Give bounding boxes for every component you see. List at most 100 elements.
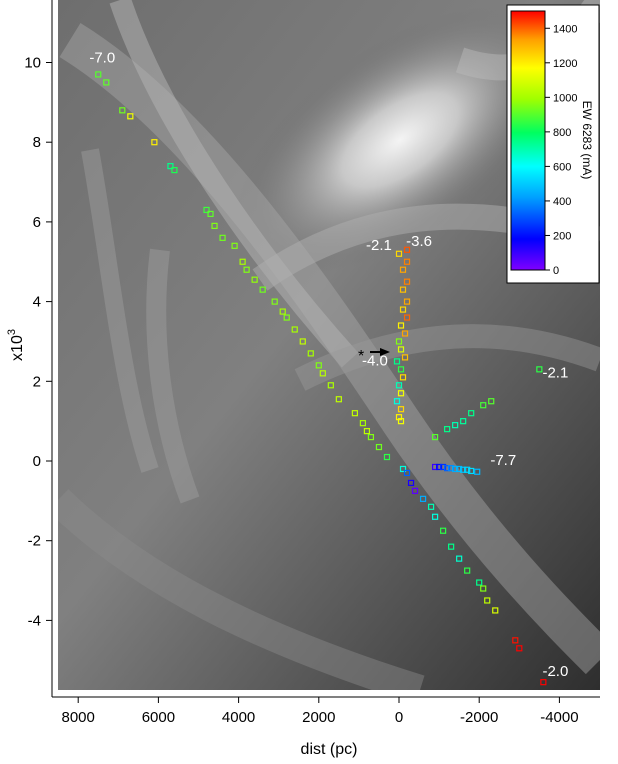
data-point xyxy=(456,555,463,562)
y-tick-label: 4 xyxy=(33,294,41,311)
data-point xyxy=(239,258,246,265)
y-tick-label: 2 xyxy=(33,373,41,390)
data-point xyxy=(464,567,471,574)
data-point xyxy=(207,210,214,218)
colorbar-tick-label: 1200 xyxy=(553,58,577,70)
colorbar-tick-label: 200 xyxy=(553,230,571,242)
colorbar-tick-label: 1400 xyxy=(553,23,577,35)
x-tick-label: -2000 xyxy=(460,709,498,726)
sightline-label: -2.1 xyxy=(542,364,568,381)
data-point xyxy=(95,71,102,78)
data-point xyxy=(395,250,403,257)
data-point xyxy=(299,338,306,345)
data-point xyxy=(444,426,451,433)
y-tick-label: -4 xyxy=(28,612,41,629)
data-point xyxy=(488,398,495,405)
data-point xyxy=(492,607,499,614)
x-tick-label: 4000 xyxy=(222,709,255,726)
data-point xyxy=(291,326,298,333)
data-point xyxy=(399,465,407,473)
sightline-label: -7.0 xyxy=(89,50,115,67)
data-point xyxy=(395,382,403,389)
y-axis-label: x103 xyxy=(6,329,26,361)
data-point xyxy=(359,420,367,427)
data-point xyxy=(127,113,134,120)
data-point xyxy=(231,242,238,249)
data-point xyxy=(427,503,435,510)
data-point xyxy=(363,428,371,435)
y-tick-label: -2 xyxy=(28,533,41,550)
data-point xyxy=(403,469,411,477)
data-point xyxy=(444,465,451,472)
y-tick-label: 10 xyxy=(24,55,41,72)
data-point xyxy=(403,258,411,265)
data-point xyxy=(397,406,405,413)
data-point xyxy=(440,527,447,534)
y-axis-ticks: -4 -2 0 2 4 6 8 10 xyxy=(24,55,52,629)
data-point xyxy=(399,374,407,381)
data-point xyxy=(512,637,519,644)
colorbar-label: EW 6283 (mA) xyxy=(580,101,594,180)
data-point xyxy=(335,396,342,403)
data-point xyxy=(407,479,415,487)
data-point xyxy=(383,453,391,461)
x-tick-label: -4000 xyxy=(540,709,578,726)
data-point xyxy=(375,443,383,451)
data-point xyxy=(452,465,459,473)
data-point xyxy=(401,354,409,361)
data-point xyxy=(279,308,286,315)
data-point xyxy=(399,286,407,293)
y-tick-label: 6 xyxy=(33,214,41,231)
data-point xyxy=(167,163,174,170)
data-point xyxy=(203,206,210,214)
data-point xyxy=(516,645,523,652)
colorbar: 0 200 400 600 800 1000 1200 1400 EW 6283 (mA) xyxy=(506,4,600,284)
data-point xyxy=(448,543,455,550)
colorbar-tick-label: 1000 xyxy=(553,92,577,104)
data-point xyxy=(327,382,334,389)
data-point xyxy=(456,465,463,473)
colorbar-gradient xyxy=(510,10,546,271)
data-point xyxy=(171,166,178,174)
data-point xyxy=(436,463,443,471)
data-point xyxy=(440,463,447,471)
data-point xyxy=(367,433,375,441)
data-point xyxy=(464,466,471,473)
sightline-label: -3.6 xyxy=(406,233,432,250)
data-point xyxy=(397,366,405,373)
scatter-points xyxy=(95,71,547,686)
data-point xyxy=(151,139,158,146)
data-point xyxy=(536,366,543,373)
sun-arrowhead xyxy=(380,348,390,356)
data-point xyxy=(468,410,475,417)
colorbar-ticks: 0 200 400 600 800 1000 1200 1400 xyxy=(545,23,577,277)
sightline-label: -4.0 xyxy=(362,352,388,369)
data-point xyxy=(431,433,439,441)
sun-marker: * xyxy=(358,348,364,365)
data-point xyxy=(395,338,403,345)
sightline-label: -7.7 xyxy=(490,452,516,469)
y-tick-label: 0 xyxy=(33,453,41,470)
data-point xyxy=(399,306,407,313)
data-point xyxy=(401,330,409,337)
data-point xyxy=(403,278,411,285)
x-axis-label: dist (pc) xyxy=(301,741,358,758)
data-point xyxy=(351,410,358,417)
data-point xyxy=(393,358,401,365)
data-point xyxy=(211,222,218,229)
data-point xyxy=(540,679,547,686)
colorbar-tick-label: 800 xyxy=(553,127,571,139)
data-point xyxy=(403,314,411,321)
data-point xyxy=(283,314,290,321)
data-point xyxy=(219,234,226,241)
y-tick-label: 8 xyxy=(33,134,41,151)
data-point xyxy=(315,362,322,369)
data-point xyxy=(460,418,467,425)
colorbar-tick-label: 400 xyxy=(553,196,571,208)
sightline-label: -2.1 xyxy=(366,237,392,254)
data-point xyxy=(468,467,475,475)
data-point xyxy=(403,298,411,305)
x-tick-label: 6000 xyxy=(142,709,175,726)
colorbar-tick-label: 0 xyxy=(553,265,559,277)
